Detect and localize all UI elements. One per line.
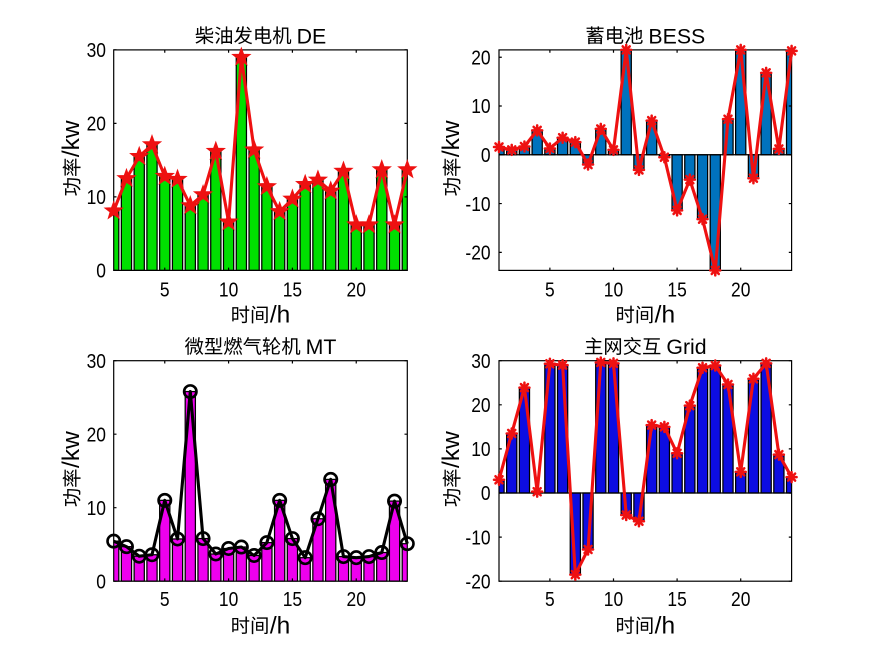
svg-text:MT: MT (306, 335, 337, 359)
svg-text:0: 0 (96, 570, 106, 593)
svg-text:/kw: /kw (438, 120, 465, 157)
svg-text:5: 5 (545, 588, 555, 611)
svg-text:DE: DE (297, 24, 327, 48)
svg-text:10: 10 (87, 497, 106, 520)
svg-text:10: 10 (471, 438, 490, 461)
svg-text:15: 15 (283, 588, 302, 611)
svg-text:/h: /h (270, 612, 290, 639)
svg-text:/kw: /kw (58, 120, 85, 157)
svg-text:-20: -20 (465, 242, 490, 265)
svg-text:-10: -10 (465, 526, 490, 549)
svg-text:/h: /h (655, 302, 675, 329)
svg-text:10: 10 (604, 588, 623, 611)
svg-text:/kw: /kw (438, 431, 465, 468)
svg-text:20: 20 (731, 588, 750, 611)
svg-text:5: 5 (160, 588, 170, 611)
svg-text:5: 5 (545, 278, 555, 301)
svg-text:20: 20 (471, 394, 490, 417)
svg-text:20: 20 (347, 588, 366, 611)
svg-text:10: 10 (471, 95, 490, 118)
svg-text:30: 30 (87, 350, 106, 373)
svg-text:0: 0 (481, 482, 491, 505)
svg-text:/h: /h (270, 302, 290, 329)
svg-text:-20: -20 (465, 570, 490, 593)
svg-text:30: 30 (471, 350, 490, 373)
svg-text:30: 30 (87, 39, 106, 62)
svg-text:20: 20 (471, 46, 490, 69)
svg-text:15: 15 (667, 278, 686, 301)
svg-text:15: 15 (667, 588, 686, 611)
svg-text:Grid: Grid (666, 335, 706, 359)
svg-text:BESS: BESS (648, 24, 705, 48)
svg-text:/kw: /kw (58, 431, 85, 468)
svg-text:20: 20 (87, 113, 106, 136)
svg-text:10: 10 (219, 588, 238, 611)
svg-text:20: 20 (87, 423, 106, 446)
svg-text:10: 10 (604, 278, 623, 301)
svg-text:0: 0 (481, 144, 491, 167)
svg-text:10: 10 (219, 278, 238, 301)
svg-text:0: 0 (96, 260, 106, 283)
svg-text:20: 20 (347, 278, 366, 301)
svg-text:-10: -10 (465, 193, 490, 216)
svg-text:/h: /h (655, 612, 675, 639)
svg-text:20: 20 (731, 278, 750, 301)
svg-text:10: 10 (87, 186, 106, 209)
svg-text:15: 15 (283, 278, 302, 301)
svg-text:5: 5 (160, 278, 170, 301)
